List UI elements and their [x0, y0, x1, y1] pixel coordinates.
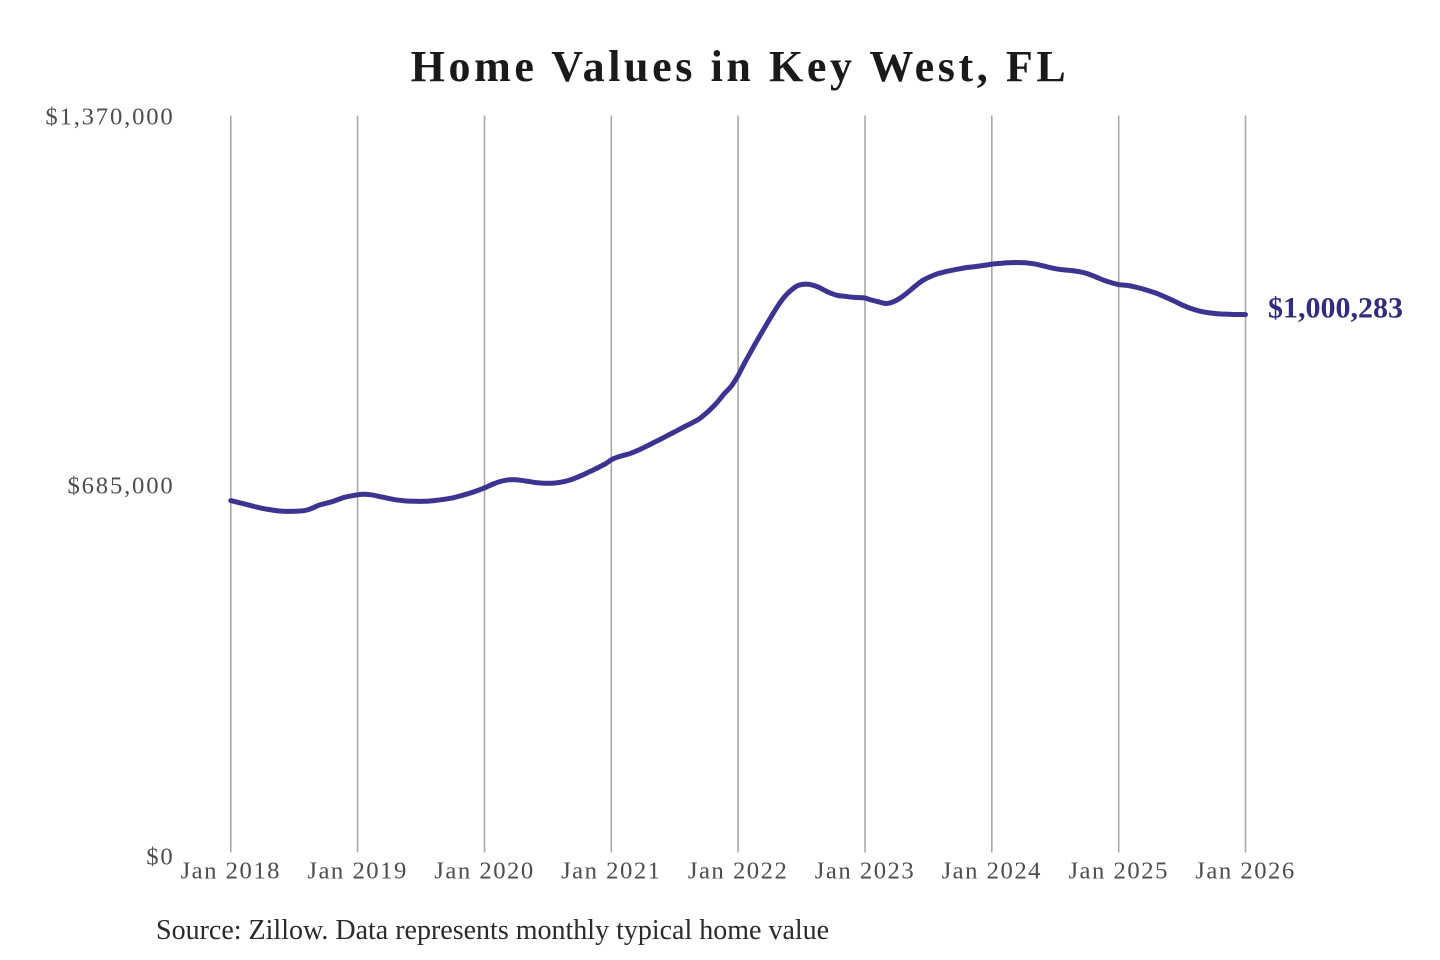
svg-text:$1,370,000: $1,370,000	[45, 104, 174, 131]
svg-text:Jan 2020: Jan 2020	[434, 858, 534, 885]
svg-text:Jan 2022: Jan 2022	[688, 858, 788, 885]
svg-text:Source: Zillow. Data represent: Source: Zillow. Data represents monthly …	[156, 915, 829, 946]
svg-text:$1,000,283: $1,000,283	[1268, 292, 1403, 325]
svg-text:$0: $0	[146, 844, 174, 871]
svg-text:Home Values in Key West, FL: Home Values in Key West, FL	[411, 42, 1070, 91]
svg-text:Jan 2026: Jan 2026	[1195, 858, 1295, 885]
svg-text:Jan 2018: Jan 2018	[181, 858, 281, 885]
svg-text:Jan 2019: Jan 2019	[307, 858, 407, 885]
svg-text:Jan 2025: Jan 2025	[1068, 858, 1168, 885]
svg-text:Jan 2023: Jan 2023	[815, 858, 915, 885]
svg-text:Jan 2024: Jan 2024	[942, 858, 1042, 885]
svg-text:Jan 2021: Jan 2021	[561, 858, 661, 885]
svg-text:$685,000: $685,000	[68, 472, 175, 499]
